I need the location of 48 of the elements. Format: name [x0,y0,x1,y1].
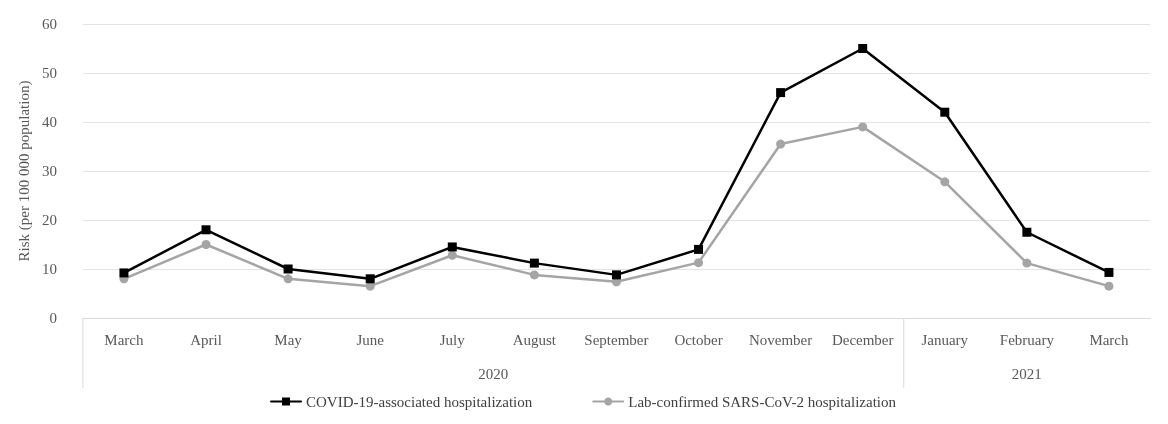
point [858,44,868,53]
x-tick-label: March [1089,331,1130,348]
point [611,270,621,280]
point [776,88,786,98]
legend-label: Lab-confirmed SARS-CoV-2 hospitalization [628,393,897,410]
point [940,177,950,187]
x-tick-label: October [674,331,723,348]
x-tick-label: July [439,331,466,348]
point [1022,227,1032,237]
point [283,264,293,274]
x-tick-label: June [356,331,385,348]
x-tick-label: January [921,331,969,348]
y-tick-label: 60 [41,16,57,32]
x-tick-label: March [104,331,145,348]
x-tick-label: February [999,331,1055,348]
point [694,258,704,268]
point [447,250,457,260]
point [1104,281,1114,291]
y-tick-label: 50 [41,65,57,81]
y-axis-title: Risk (per 100 000 population) [15,80,33,262]
point [201,240,211,249]
legend-label: COVID-19-associated hospitalization [306,393,533,410]
point [1104,267,1114,277]
text: 2021 [1011,365,1042,382]
point [529,270,539,280]
point [1022,258,1032,268]
x-tick-label: November [748,331,813,348]
y-tick-label: 20 [41,212,57,228]
point [283,274,293,284]
x-tick-label: December [831,331,894,348]
x-tick-label: April [190,331,222,348]
x-tick-label: May [274,331,303,348]
point [858,122,868,132]
point [529,258,539,268]
y-tick-label: 30 [41,163,57,179]
y-tick-label: 40 [41,114,57,130]
point [776,139,786,149]
point [119,268,129,278]
text: 2020 [478,365,509,382]
point [447,242,457,252]
y-tick-label: 0 [49,310,57,326]
x-tick-label: September [584,331,649,348]
x-tick-label: August [512,331,557,348]
point [365,274,375,284]
y-tick-label: 10 [41,261,57,277]
point [201,225,211,235]
point [694,244,704,254]
point [940,107,950,117]
